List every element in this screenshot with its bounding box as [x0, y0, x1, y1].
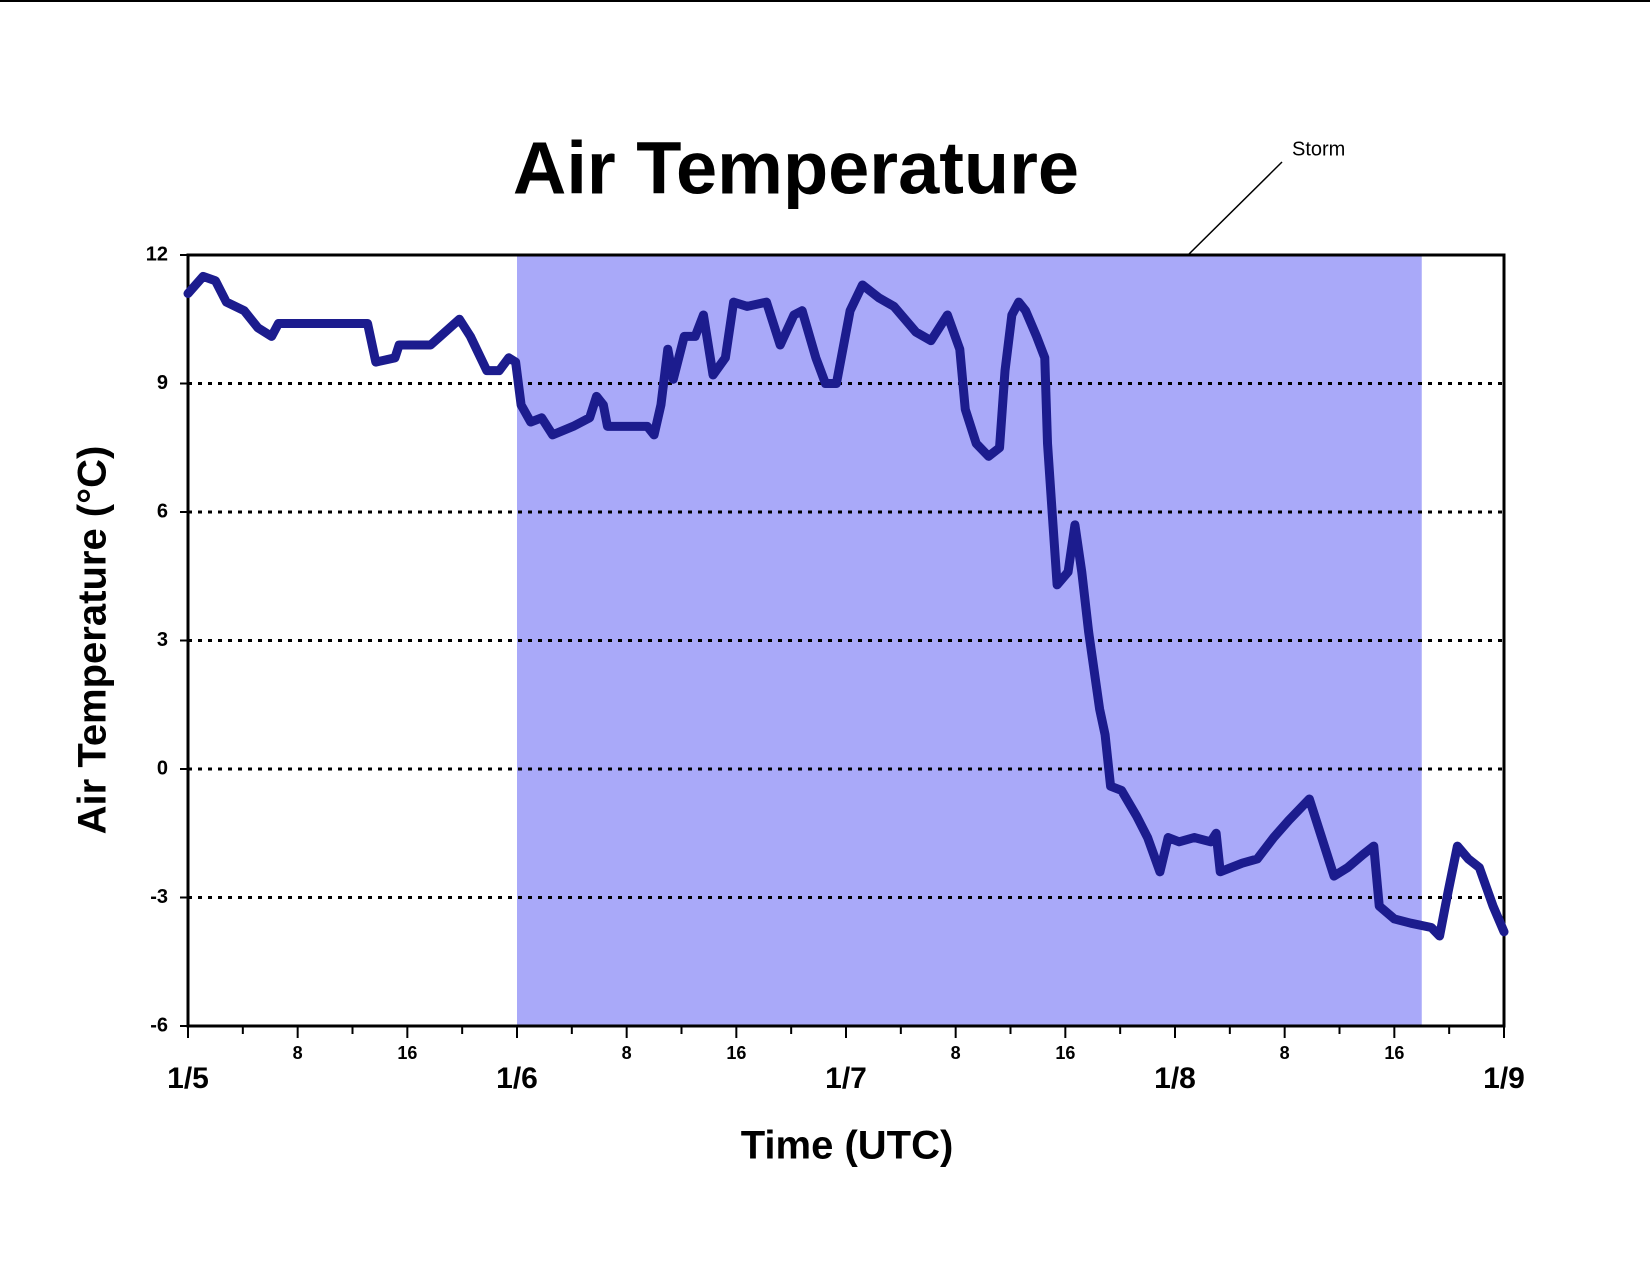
x-tick-label: 16: [726, 1043, 746, 1063]
y-tick-label: -6: [150, 1014, 168, 1036]
y-tick-label: 9: [157, 372, 168, 394]
x-tick-label: 16: [1384, 1043, 1404, 1063]
x-tick-label: 1/7: [825, 1062, 867, 1095]
x-tick-label: 8: [622, 1043, 632, 1063]
plot-frame: [186, 253, 1506, 1028]
y-tick-label: -3: [150, 886, 168, 908]
chart-title: Air Temperature: [513, 127, 1079, 210]
y-tick-label: 12: [146, 243, 168, 265]
x-tick-label: 16: [397, 1043, 417, 1063]
x-tick-label: 1/9: [1483, 1062, 1525, 1095]
storm-leader: [1187, 161, 1283, 256]
y-axis-label: Air Temperature (°C): [71, 446, 115, 835]
x-tick-label: 16: [1055, 1043, 1075, 1063]
x-axis-label: Time (UTC): [741, 1124, 954, 1168]
x-tick-label: 8: [293, 1043, 303, 1063]
y-tick-label: 0: [157, 757, 168, 779]
x-tick-label: 1/5: [167, 1062, 209, 1095]
x-tick-label: 1/6: [496, 1062, 538, 1095]
storm-label: Storm: [1292, 138, 1345, 160]
y-tick-label: 3: [157, 629, 168, 651]
temperature-line: [183, 271, 1509, 941]
y-tick-label: 6: [157, 500, 168, 522]
x-tick-label: 8: [1280, 1043, 1290, 1063]
x-tick-label: 8: [951, 1043, 961, 1063]
x-tick-label: 1/8: [1154, 1062, 1196, 1095]
